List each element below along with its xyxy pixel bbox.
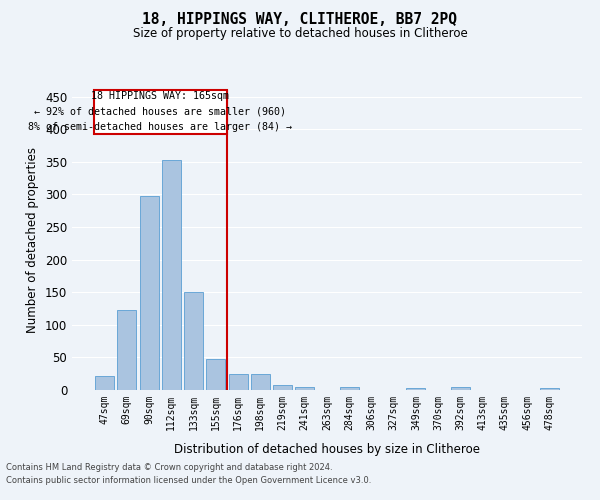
FancyBboxPatch shape — [94, 90, 227, 134]
Bar — [229, 374, 248, 390]
Text: Size of property relative to detached houses in Clitheroe: Size of property relative to detached ho… — [133, 28, 467, 40]
Bar — [251, 374, 270, 390]
Bar — [206, 358, 225, 390]
Bar — [140, 196, 158, 390]
Text: 18 HIPPINGS WAY: 165sqm
← 92% of detached houses are smaller (960)
8% of semi-de: 18 HIPPINGS WAY: 165sqm ← 92% of detache… — [28, 91, 292, 132]
Bar — [95, 376, 114, 390]
Bar — [184, 292, 203, 390]
Bar — [451, 388, 470, 390]
Text: Contains HM Land Registry data © Crown copyright and database right 2024.: Contains HM Land Registry data © Crown c… — [6, 464, 332, 472]
Bar — [295, 386, 314, 390]
Text: Contains public sector information licensed under the Open Government Licence v3: Contains public sector information licen… — [6, 476, 371, 485]
Text: 18, HIPPINGS WAY, CLITHEROE, BB7 2PQ: 18, HIPPINGS WAY, CLITHEROE, BB7 2PQ — [143, 12, 458, 28]
Bar — [118, 310, 136, 390]
Bar — [340, 386, 359, 390]
Bar — [406, 388, 425, 390]
Bar — [540, 388, 559, 390]
Bar — [162, 160, 181, 390]
Bar — [273, 385, 292, 390]
Text: Distribution of detached houses by size in Clitheroe: Distribution of detached houses by size … — [174, 442, 480, 456]
Y-axis label: Number of detached properties: Number of detached properties — [26, 147, 40, 333]
